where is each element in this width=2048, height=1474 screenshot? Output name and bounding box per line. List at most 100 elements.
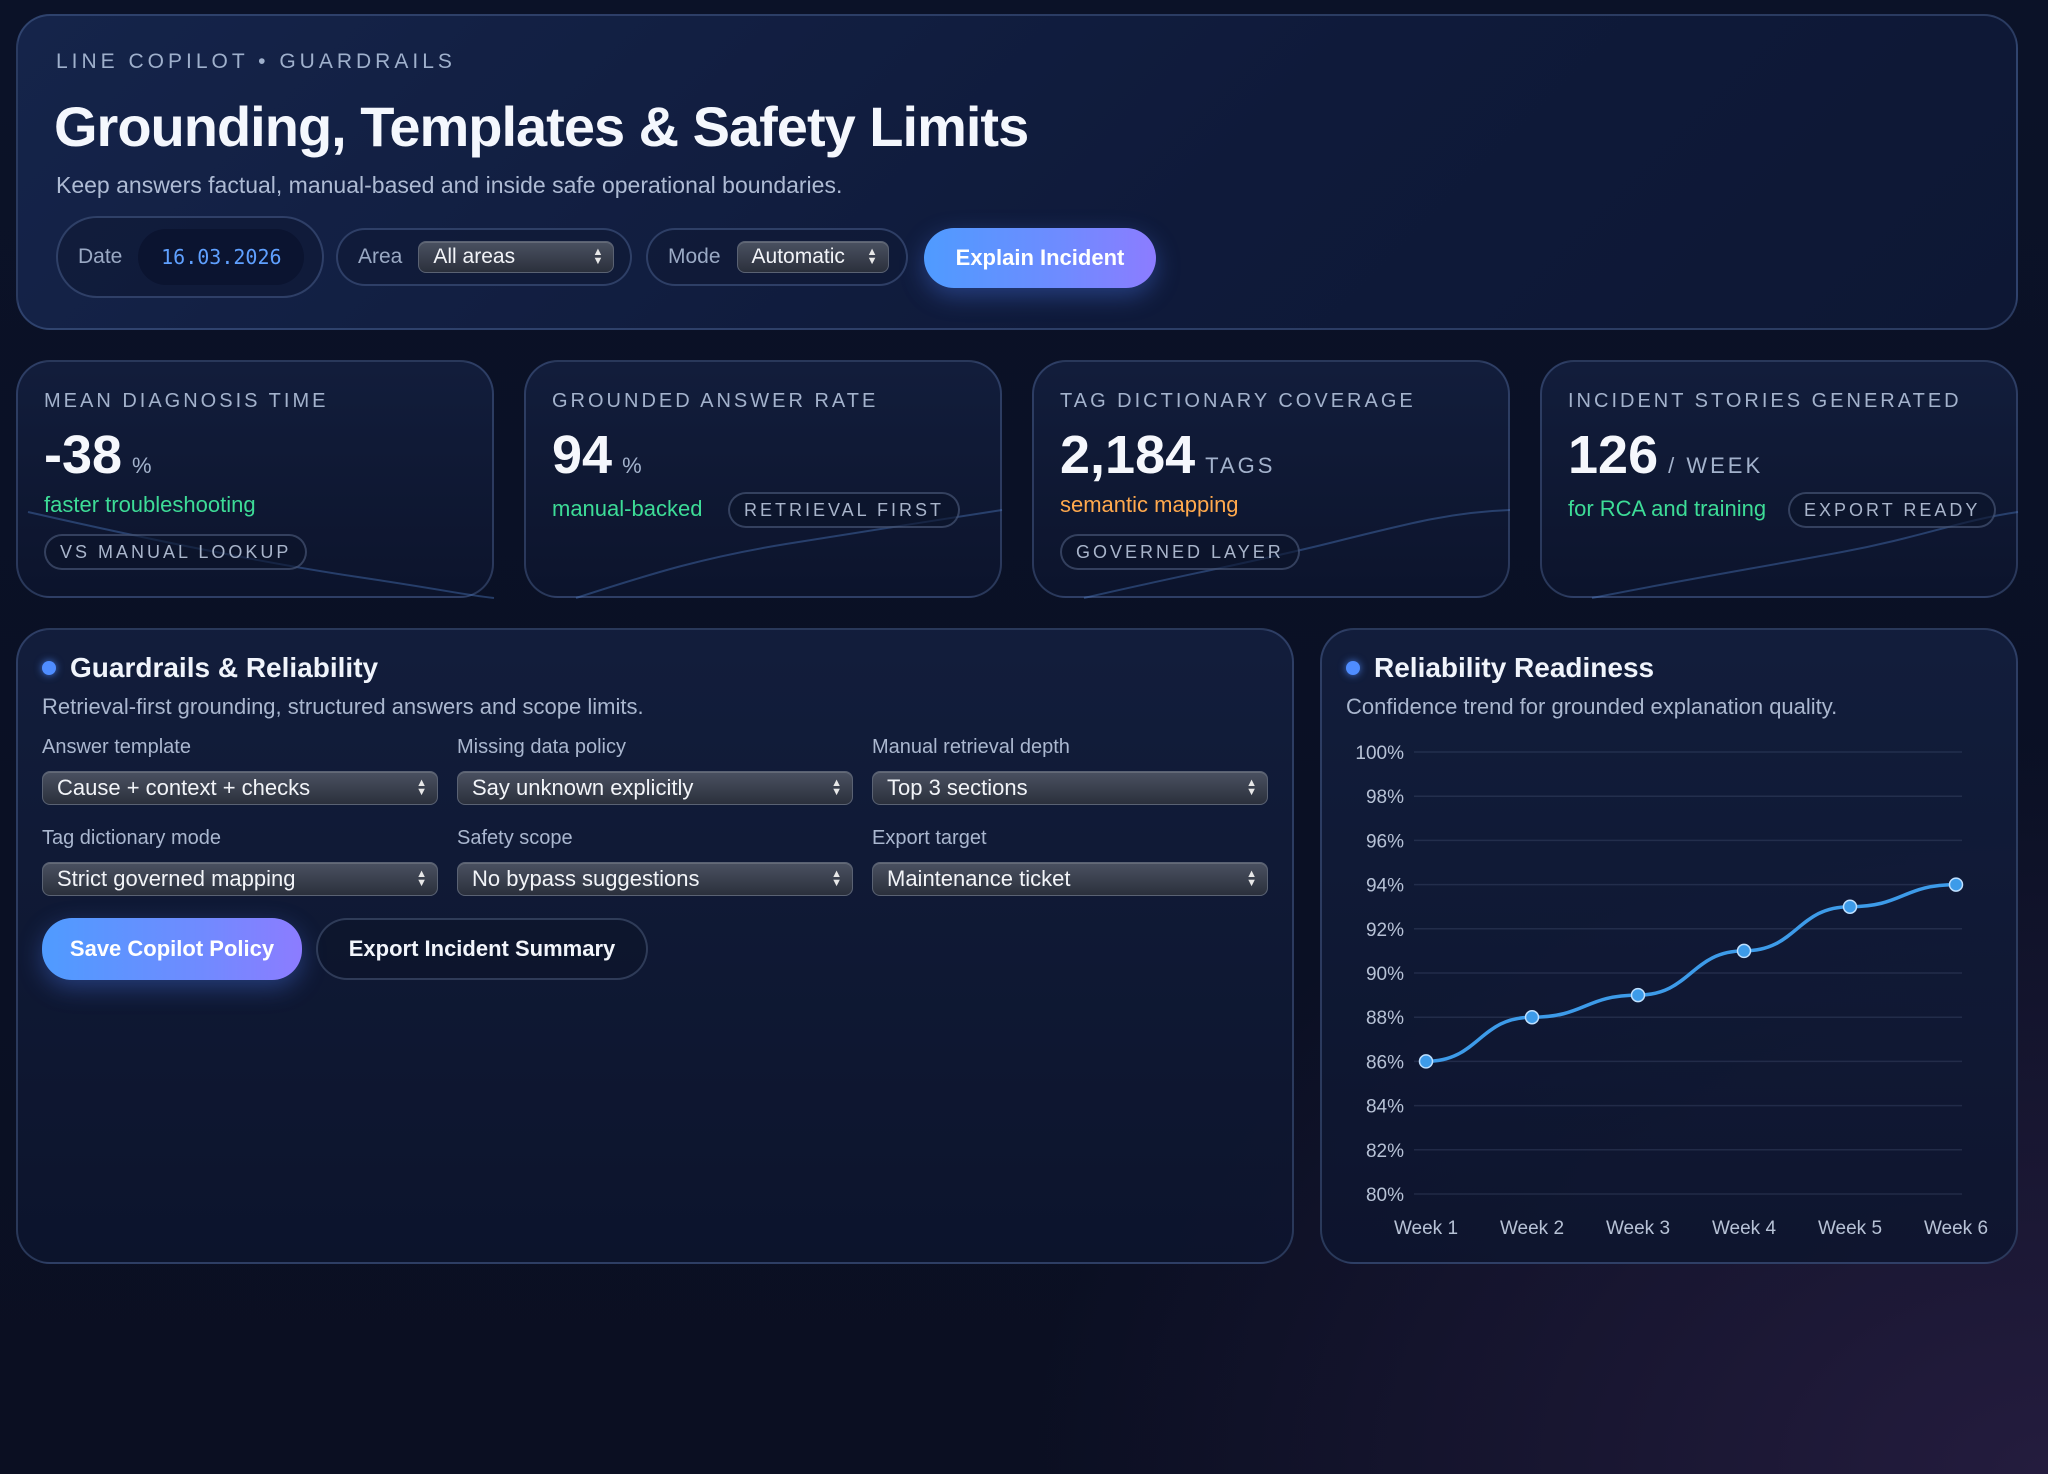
x-tick-label: Week 2	[1500, 1218, 1564, 1239]
data-point	[1630, 987, 1646, 1003]
safety-scope-select[interactable]: No bypass suggestions ▲ ▼	[457, 862, 853, 896]
kpi-value: 126 / WEEK	[1568, 424, 1763, 486]
kpi-number: -38	[44, 425, 123, 485]
select-arrows-icon: ▲ ▼	[592, 246, 604, 267]
guardrails-panel: Guardrails & Reliability Retrieval-first…	[16, 628, 1294, 1264]
kpi-unit: %	[622, 453, 645, 478]
select-value: Cause + context + checks	[57, 775, 311, 800]
kpi-value: 2,184 TAGS	[1060, 424, 1275, 486]
select-arrows-icon: ▲ ▼	[1246, 868, 1257, 889]
select-value: Top 3 sections	[887, 775, 1028, 800]
date-label: Date	[78, 245, 123, 268]
area-select[interactable]: All areas ▲ ▼	[418, 241, 615, 273]
answer-template-field: Answer template Cause + context + checks…	[42, 736, 438, 805]
data-point	[1736, 943, 1752, 959]
kpi-card-grounded-rate: GROUNDED ANSWER RATE 94% manual-backed R…	[524, 360, 1003, 599]
y-tick-label: 82%	[1366, 1141, 1404, 1162]
date-input[interactable]: 16.03.2026	[138, 229, 305, 285]
select-value: Strict governed mapping	[57, 866, 296, 891]
date-control: Date 16.03.2026	[56, 216, 324, 298]
panel-header: Guardrails & Reliability	[42, 652, 378, 684]
tag-dictionary-mode-field: Tag dictionary mode Strict governed mapp…	[42, 827, 438, 896]
reliability-line-chart: 80% 82% 84% 86% 88% 90% 92% 94% 96% 98% 100% Week 1…	[1355, 743, 1988, 1239]
missing-data-policy-field: Missing data policy Say unknown explicit…	[457, 736, 853, 805]
breadcrumb: LINE COPILOT • GUARDRAILS	[56, 50, 456, 73]
x-tick-label: Week 3	[1606, 1218, 1670, 1239]
save-copilot-policy-button[interactable]: Save Copilot Policy	[42, 918, 302, 980]
x-tick-label: Week 1	[1394, 1218, 1458, 1239]
y-tick-label: 90%	[1366, 964, 1404, 985]
select-arrows-icon: ▲ ▼	[416, 777, 427, 798]
answer-template-select[interactable]: Cause + context + checks ▲ ▼	[42, 771, 438, 805]
panel-header: Reliability Readiness	[1346, 652, 1654, 684]
field-label: Manual retrieval depth	[872, 736, 1070, 758]
y-tick-label: 100%	[1355, 743, 1404, 764]
y-tick-label: 86%	[1366, 1052, 1404, 1073]
data-point	[1842, 899, 1858, 914]
select-arrows-icon: ▲ ▼	[416, 868, 427, 889]
y-tick-label: 98%	[1366, 787, 1404, 808]
x-tick-label: Week 5	[1818, 1218, 1882, 1239]
x-tick-label: Week 6	[1924, 1218, 1988, 1239]
kpi-unit: %	[132, 453, 155, 478]
retrieval-depth-select[interactable]: Top 3 sections ▲ ▼	[872, 771, 1268, 805]
y-tick-label: 94%	[1366, 876, 1404, 897]
field-label: Tag dictionary mode	[42, 827, 221, 849]
select-arrows-icon: ▲ ▼	[1246, 777, 1257, 798]
panel-title: Guardrails & Reliability	[70, 652, 379, 683]
select-value: Maintenance ticket	[887, 866, 1071, 891]
select-arrows-icon: ▲ ▼	[866, 246, 878, 267]
page-subtitle: Keep answers factual, manual-based and i…	[56, 172, 843, 198]
header-panel: LINE COPILOT • GUARDRAILS Grounding, Tem…	[16, 14, 2018, 330]
export-target-field: Export target Maintenance ticket ▲ ▼	[872, 827, 1268, 896]
kpi-label: TAG DICTIONARY COVERAGE	[1060, 390, 1416, 412]
kpi-note: manual-backed	[552, 496, 703, 521]
kpi-note: semantic mapping	[1060, 492, 1239, 517]
kpi-card-incident-stories: INCIDENT STORIES GENERATED 126 / WEEK for…	[1540, 360, 2019, 599]
kpi-note: for RCA and training	[1568, 496, 1767, 521]
kpi-value: -38%	[44, 424, 155, 486]
area-label: Area	[358, 245, 403, 268]
kpi-value: 94%	[552, 424, 645, 486]
area-select-value: All areas	[433, 245, 516, 268]
kpi-tag: VS MANUAL LOOKUP	[44, 534, 308, 570]
data-point	[1948, 877, 1964, 892]
field-label: Missing data policy	[457, 736, 626, 758]
panel-title: Reliability Readiness	[1374, 652, 1655, 683]
explain-incident-button[interactable]: Explain Incident	[924, 228, 1156, 288]
reliability-panel: Reliability Readiness Confidence trend f…	[1320, 628, 2018, 1264]
panel-subtitle: Retrieval-first grounding, structured an…	[42, 694, 644, 719]
series-line	[1425, 882, 1957, 1064]
kpi-number: 126	[1568, 425, 1659, 485]
kpi-unit: / WEEK	[1668, 453, 1764, 478]
kpi-note: faster troubleshooting	[44, 492, 256, 517]
select-value: Say unknown explicitly	[472, 775, 694, 800]
missing-data-policy-select[interactable]: Say unknown explicitly ▲ ▼	[457, 771, 853, 805]
field-label: Export target	[872, 827, 987, 849]
y-tick-label: 84%	[1366, 1097, 1404, 1118]
kpi-number: 94	[552, 425, 613, 485]
mode-select[interactable]: Automatic ▲ ▼	[736, 241, 889, 273]
kpi-tag: EXPORT READY	[1788, 492, 1997, 528]
field-label: Answer template	[42, 736, 191, 758]
field-label: Safety scope	[457, 827, 573, 849]
select-arrows-icon: ▲ ▼	[831, 868, 842, 889]
retrieval-depth-field: Manual retrieval depth Top 3 sections ▲ ▼	[872, 736, 1268, 805]
mode-label: Mode	[668, 245, 721, 268]
mode-select-value: Automatic	[751, 245, 845, 268]
export-incident-summary-button[interactable]: Export Incident Summary	[316, 918, 648, 980]
status-dot-icon	[42, 661, 56, 675]
data-point	[1524, 1009, 1540, 1025]
kpi-tag: GOVERNED LAYER	[1060, 534, 1300, 570]
kpi-label: MEAN DIAGNOSIS TIME	[44, 390, 329, 412]
area-control: Area All areas ▲ ▼	[336, 228, 632, 286]
y-tick-label: 96%	[1366, 831, 1404, 852]
data-point	[1418, 1054, 1434, 1069]
tag-dictionary-mode-select[interactable]: Strict governed mapping ▲ ▼	[42, 862, 438, 896]
y-tick-label: 88%	[1366, 1008, 1404, 1029]
page-title: Grounding, Templates & Safety Limits	[54, 95, 1029, 158]
export-target-select[interactable]: Maintenance ticket ▲ ▼	[872, 862, 1268, 896]
select-arrows-icon: ▲ ▼	[831, 777, 842, 798]
select-value: No bypass suggestions	[472, 866, 700, 891]
panel-subtitle: Confidence trend for grounded explanatio…	[1346, 694, 1838, 719]
